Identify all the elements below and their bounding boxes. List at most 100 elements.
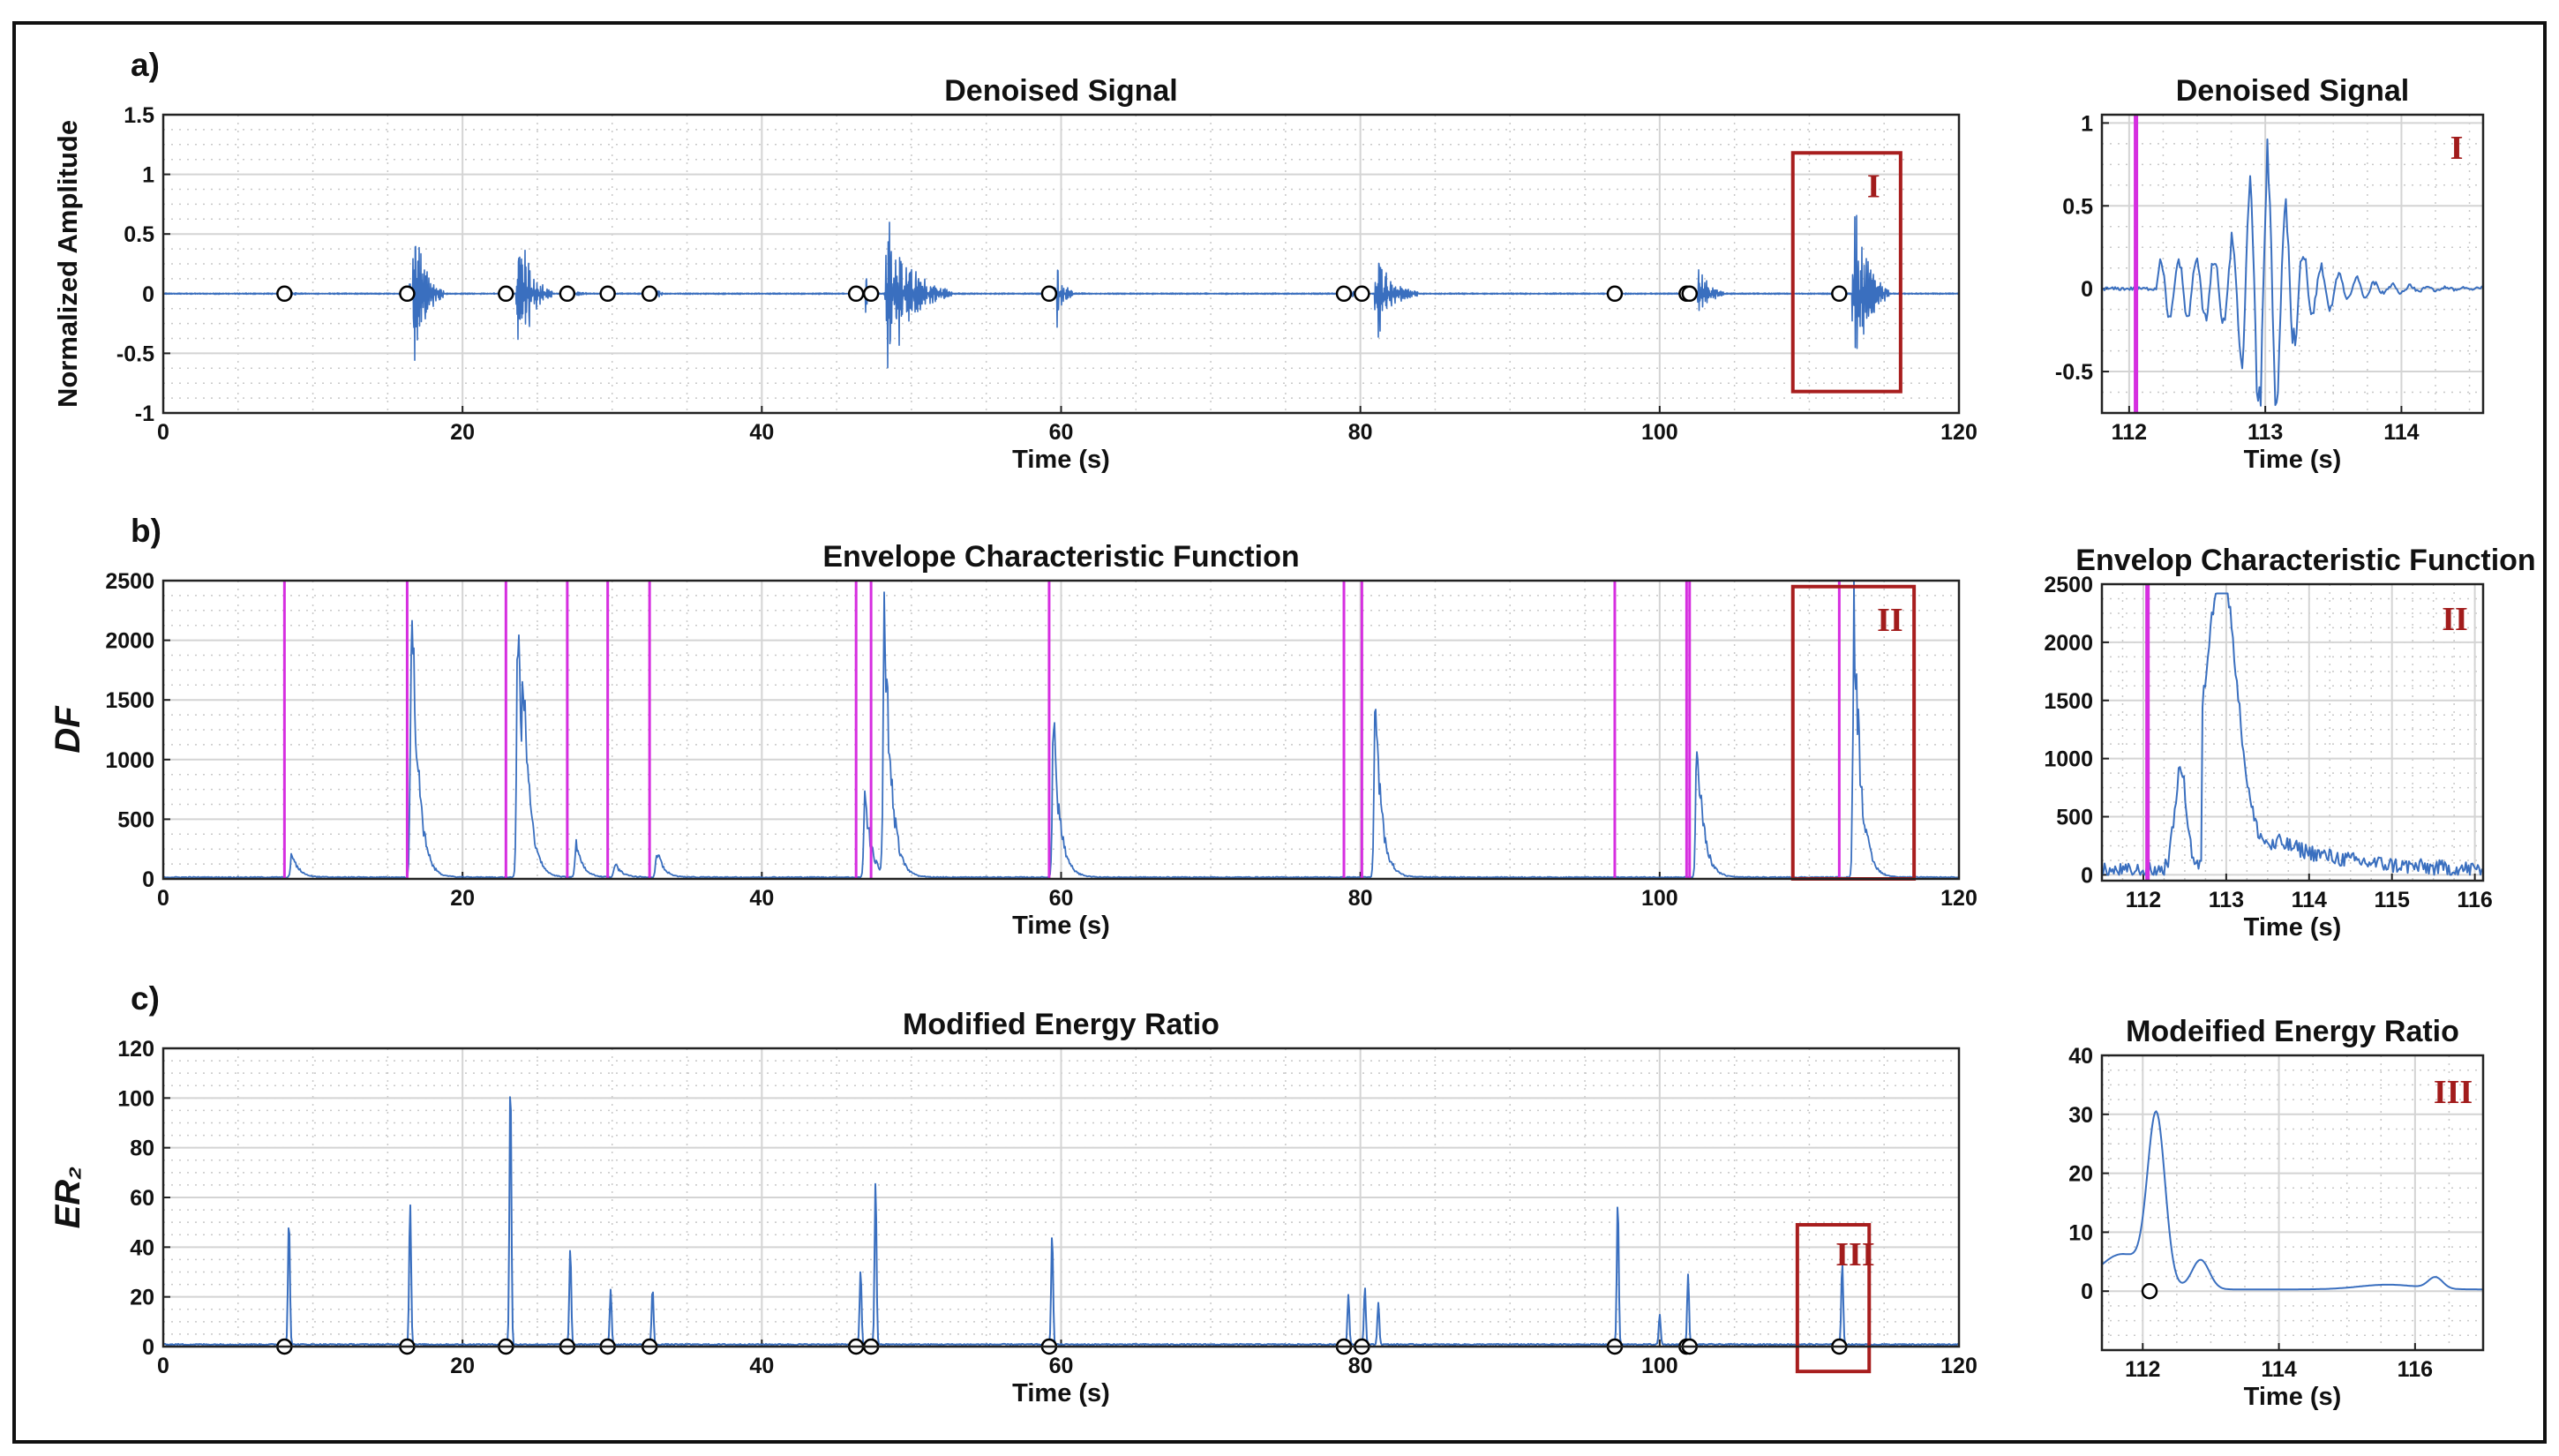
pick-marker — [641, 285, 658, 303]
y-tick-label: 1500 — [105, 688, 154, 713]
x-tick-label: 100 — [1641, 886, 1678, 911]
y-tick-label: 0 — [2081, 277, 2093, 302]
x-tick-label: 114 — [2261, 1357, 2296, 1382]
y-tick-label: 0 — [142, 867, 154, 892]
er-trace — [162, 1096, 1960, 1347]
x-tick-label: 114 — [2292, 888, 2327, 912]
x-tick-label: 20 — [450, 420, 475, 445]
y-tick-label: 120 — [117, 1037, 154, 1062]
y-axis-label: DF — [49, 705, 87, 754]
pick-marker — [498, 285, 514, 303]
pick-marker — [2141, 1282, 2158, 1300]
x-tick-label: 20 — [450, 1354, 475, 1378]
x-tick-label: 80 — [1348, 1354, 1373, 1378]
panel-label: c) — [131, 980, 160, 1017]
x-tick-label: 80 — [1348, 420, 1373, 445]
x-tick-label: 40 — [749, 420, 774, 445]
x-tick-label: 113 — [2248, 420, 2283, 445]
x-tick-label: 113 — [2209, 888, 2244, 912]
y-tick-label: 40 — [130, 1235, 154, 1260]
y-tick-label: 80 — [130, 1137, 154, 1161]
y-tick-label: 2500 — [105, 569, 154, 594]
x-tick-label: 100 — [1641, 1354, 1678, 1378]
df-zoom-trace — [2101, 592, 2484, 876]
y-tick-label: 2500 — [2044, 573, 2093, 597]
chart-b_zoom: 112 113 114 115 116 0 500 1000 1500 2000 2500Envel… — [2044, 544, 2535, 942]
chart-title: Denoised Signal — [2176, 74, 2410, 108]
y-tick-label: -1 — [135, 402, 154, 426]
panel-label: a) — [131, 47, 160, 83]
pick-marker — [1040, 285, 1058, 303]
x-tick-label: 60 — [1049, 420, 1074, 445]
y-tick-label: 1000 — [2044, 747, 2093, 772]
y-tick-label: 1500 — [2044, 689, 2093, 714]
chart-title: Modeified Energy Ratio — [2126, 1015, 2459, 1048]
x-axis-label: Time (s) — [2244, 913, 2342, 942]
axes-frame — [2100, 1054, 2485, 1352]
axes-frame — [161, 113, 1961, 415]
y-axis-label: Normalized Amplitude — [52, 120, 83, 408]
x-tick-label: 60 — [1049, 886, 1074, 911]
axes-frame — [161, 1047, 1961, 1348]
x-axis-label: Time (s) — [2244, 1383, 2342, 1411]
y-tick-label: 1 — [142, 163, 154, 188]
figure-frame — [12, 21, 2547, 1444]
y-tick-label: 0 — [142, 282, 154, 307]
y-tick-label: 1 — [2081, 111, 2093, 136]
zoom-label: III — [2434, 1074, 2473, 1111]
y-axis-label: ER₂ — [49, 1167, 87, 1229]
panel-label: b) — [131, 513, 161, 549]
chart-title: Envelope Characteristic Function — [822, 540, 1299, 574]
y-tick-label: 0 — [2081, 863, 2093, 888]
y-tick-label: 100 — [117, 1086, 154, 1111]
pick-marker — [399, 285, 416, 303]
chart-c: 0 20 40 60 80 100 120 0 20 40 60 80 100 120 Modified E… — [49, 980, 1977, 1407]
zoom-label: I — [2450, 130, 2464, 167]
y-tick-label: 2000 — [2044, 631, 2093, 656]
er-zoom-trace — [2101, 1110, 2483, 1291]
x-tick-label: 120 — [1940, 420, 1977, 445]
y-tick-label: -0.5 — [2055, 360, 2093, 385]
x-tick-label: 112 — [2125, 1357, 2160, 1382]
y-tick-label: 0 — [142, 1335, 154, 1360]
y-tick-label: 10 — [2068, 1220, 2093, 1245]
pick-marker — [862, 285, 880, 303]
x-axis-label: Time (s) — [1012, 1379, 1110, 1407]
chart-a_zoom: 112 113 114 -0.5 0 0.5 1 Denoised Signal Time (s… — [2055, 74, 2485, 474]
x-tick-label: 40 — [749, 886, 774, 911]
x-tick-label: 40 — [749, 1354, 774, 1378]
x-tick-label: 114 — [2383, 420, 2419, 445]
x-tick-label: 0 — [157, 420, 169, 445]
y-tick-label: 40 — [2068, 1044, 2093, 1069]
pick-marker — [1335, 285, 1353, 303]
chart-title: Modified Energy Ratio — [903, 1008, 1219, 1041]
y-tick-label: 1.5 — [124, 103, 154, 128]
x-tick-label: 120 — [1940, 886, 1977, 911]
x-tick-label: 100 — [1641, 420, 1678, 445]
pick-marker — [847, 285, 865, 303]
pick-marker — [559, 285, 576, 303]
axes-frame — [2100, 582, 2485, 882]
x-tick-label: 116 — [2457, 888, 2492, 912]
x-tick-label: 0 — [157, 1354, 169, 1378]
x-axis-label: Time (s) — [1012, 912, 1110, 940]
chart-title: Denoised Signal — [944, 74, 1178, 108]
y-tick-label: 1000 — [105, 748, 154, 773]
x-tick-label: 115 — [2375, 888, 2410, 912]
x-tick-label: 112 — [2126, 888, 2161, 912]
x-tick-label: 116 — [2398, 1357, 2433, 1382]
y-tick-label: 500 — [2056, 806, 2093, 830]
pick-marker — [1354, 285, 1370, 303]
axes-frame — [161, 579, 1961, 881]
y-tick-label: 2000 — [105, 629, 154, 654]
pick-marker — [1831, 285, 1848, 303]
chart-a: 0 20 40 60 80 100 120 -1 -0.5 0 0.5 1 1.5 Denoised Si… — [52, 47, 1977, 474]
x-tick-label: 80 — [1348, 886, 1373, 911]
y-tick-label: 60 — [130, 1186, 154, 1211]
pick-marker — [1681, 285, 1698, 303]
y-tick-label: 0 — [2081, 1280, 2093, 1304]
y-tick-label: -0.5 — [116, 341, 154, 366]
y-tick-label: 500 — [117, 807, 154, 832]
x-tick-label: 112 — [2112, 420, 2147, 445]
